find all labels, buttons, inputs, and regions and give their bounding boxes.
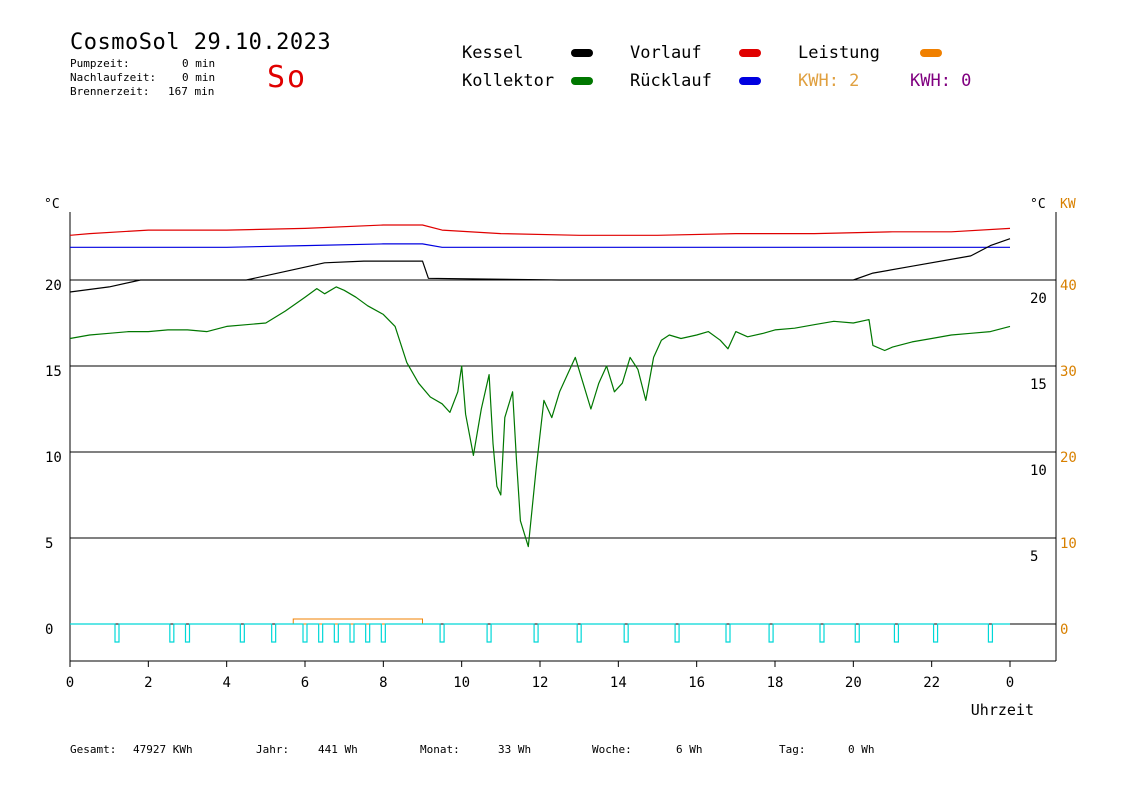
series-kollektor-line bbox=[69, 286, 1011, 548]
y-tick-label: 20 bbox=[45, 278, 62, 294]
woche-label: Woche: bbox=[592, 743, 632, 756]
nachlauf-value: 0 min bbox=[182, 71, 216, 84]
x-tick-label: 6 bbox=[301, 675, 309, 691]
nachlauf-label: Nachlaufzeit: bbox=[70, 71, 157, 84]
legend-kollektor: Kollektor bbox=[462, 71, 555, 91]
legend-leistung-swatch bbox=[920, 49, 942, 57]
x-tick-label: 4 bbox=[222, 675, 230, 691]
y-right2-tick-label: 40 bbox=[1060, 278, 1077, 294]
y-tick-label: 15 bbox=[45, 364, 62, 380]
legend-kollektor-swatch bbox=[571, 77, 593, 85]
x-tick-label: 0 bbox=[66, 675, 74, 691]
series-vorlauf-line bbox=[69, 224, 1011, 236]
x-tick-label: 12 bbox=[532, 675, 549, 691]
x-tick-label: 14 bbox=[610, 675, 627, 691]
tag-value: 0 Wh bbox=[848, 743, 875, 756]
y-right2-tick-label: 0 bbox=[1060, 622, 1068, 638]
legend-leistung: Leistung bbox=[798, 43, 880, 63]
woche-value: 6 Wh bbox=[676, 743, 703, 756]
x-tick-label: 8 bbox=[379, 675, 387, 691]
legend-kessel: Kessel bbox=[462, 43, 524, 63]
y-tick-label: 0 bbox=[45, 622, 53, 638]
legend-vorlauf-swatch bbox=[739, 49, 761, 57]
x-tick-label: 10 bbox=[453, 675, 470, 691]
burner-on-indicator bbox=[292, 618, 423, 625]
legend-kwh2: KWH: 0 bbox=[910, 71, 972, 91]
y-tick-label: 10 bbox=[45, 450, 62, 466]
legend-ruecklauf-swatch bbox=[739, 77, 761, 85]
y-axis-unit-right: °C bbox=[1030, 197, 1046, 212]
weekday-label: So bbox=[267, 60, 308, 95]
legend-kwh1: KWH: 2 bbox=[798, 71, 860, 91]
y-right2-tick-label: 30 bbox=[1060, 364, 1077, 380]
y-right-tick-label: 5 bbox=[1030, 549, 1038, 565]
x-tick-label: 0 bbox=[1006, 675, 1014, 691]
y-axis-unit-right2: KW bbox=[1060, 197, 1076, 212]
gesamt-value: 47927 KWh bbox=[133, 743, 193, 756]
y-right-tick-label: 10 bbox=[1030, 463, 1047, 479]
y-right2-tick-label: 20 bbox=[1060, 450, 1077, 466]
monat-value: 33 Wh bbox=[498, 743, 532, 756]
pump-signal-line bbox=[70, 623, 1010, 643]
legend-vorlauf: Vorlauf bbox=[630, 43, 702, 63]
y-axis-unit-left: °C bbox=[44, 197, 60, 212]
x-tick-label: 16 bbox=[688, 675, 705, 691]
x-tick-label: 22 bbox=[923, 675, 940, 691]
pumpzeit-value: 0 min bbox=[182, 57, 216, 70]
x-tick-label: 20 bbox=[845, 675, 862, 691]
page-title: CosmoSol 29.10.2023 bbox=[70, 30, 332, 55]
y-right-tick-label: 20 bbox=[1030, 291, 1047, 307]
gesamt-label: Gesamt: bbox=[70, 743, 117, 756]
jahr-value: 441 Wh bbox=[318, 743, 358, 756]
legend-ruecklauf: Rücklauf bbox=[630, 71, 712, 91]
series-kessel-line bbox=[69, 238, 1011, 293]
x-axis-label: Uhrzeit bbox=[971, 701, 1034, 719]
jahr-label: Jahr: bbox=[256, 743, 290, 756]
monat-label: Monat: bbox=[420, 743, 460, 756]
y-right2-tick-label: 10 bbox=[1060, 536, 1077, 552]
series-ruecklauf-line bbox=[70, 243, 1010, 248]
y-tick-label: 5 bbox=[45, 536, 53, 552]
pumpzeit-label: Pumpzeit: bbox=[70, 57, 130, 70]
x-tick-label: 2 bbox=[144, 675, 152, 691]
x-tick-label: 18 bbox=[767, 675, 784, 691]
tag-label: Tag: bbox=[779, 743, 806, 756]
y-right-tick-label: 15 bbox=[1030, 377, 1047, 393]
brenner-label: Brennerzeit: bbox=[70, 85, 150, 98]
brenner-value: 167 min bbox=[168, 85, 215, 98]
legend-kessel-swatch bbox=[571, 49, 593, 57]
